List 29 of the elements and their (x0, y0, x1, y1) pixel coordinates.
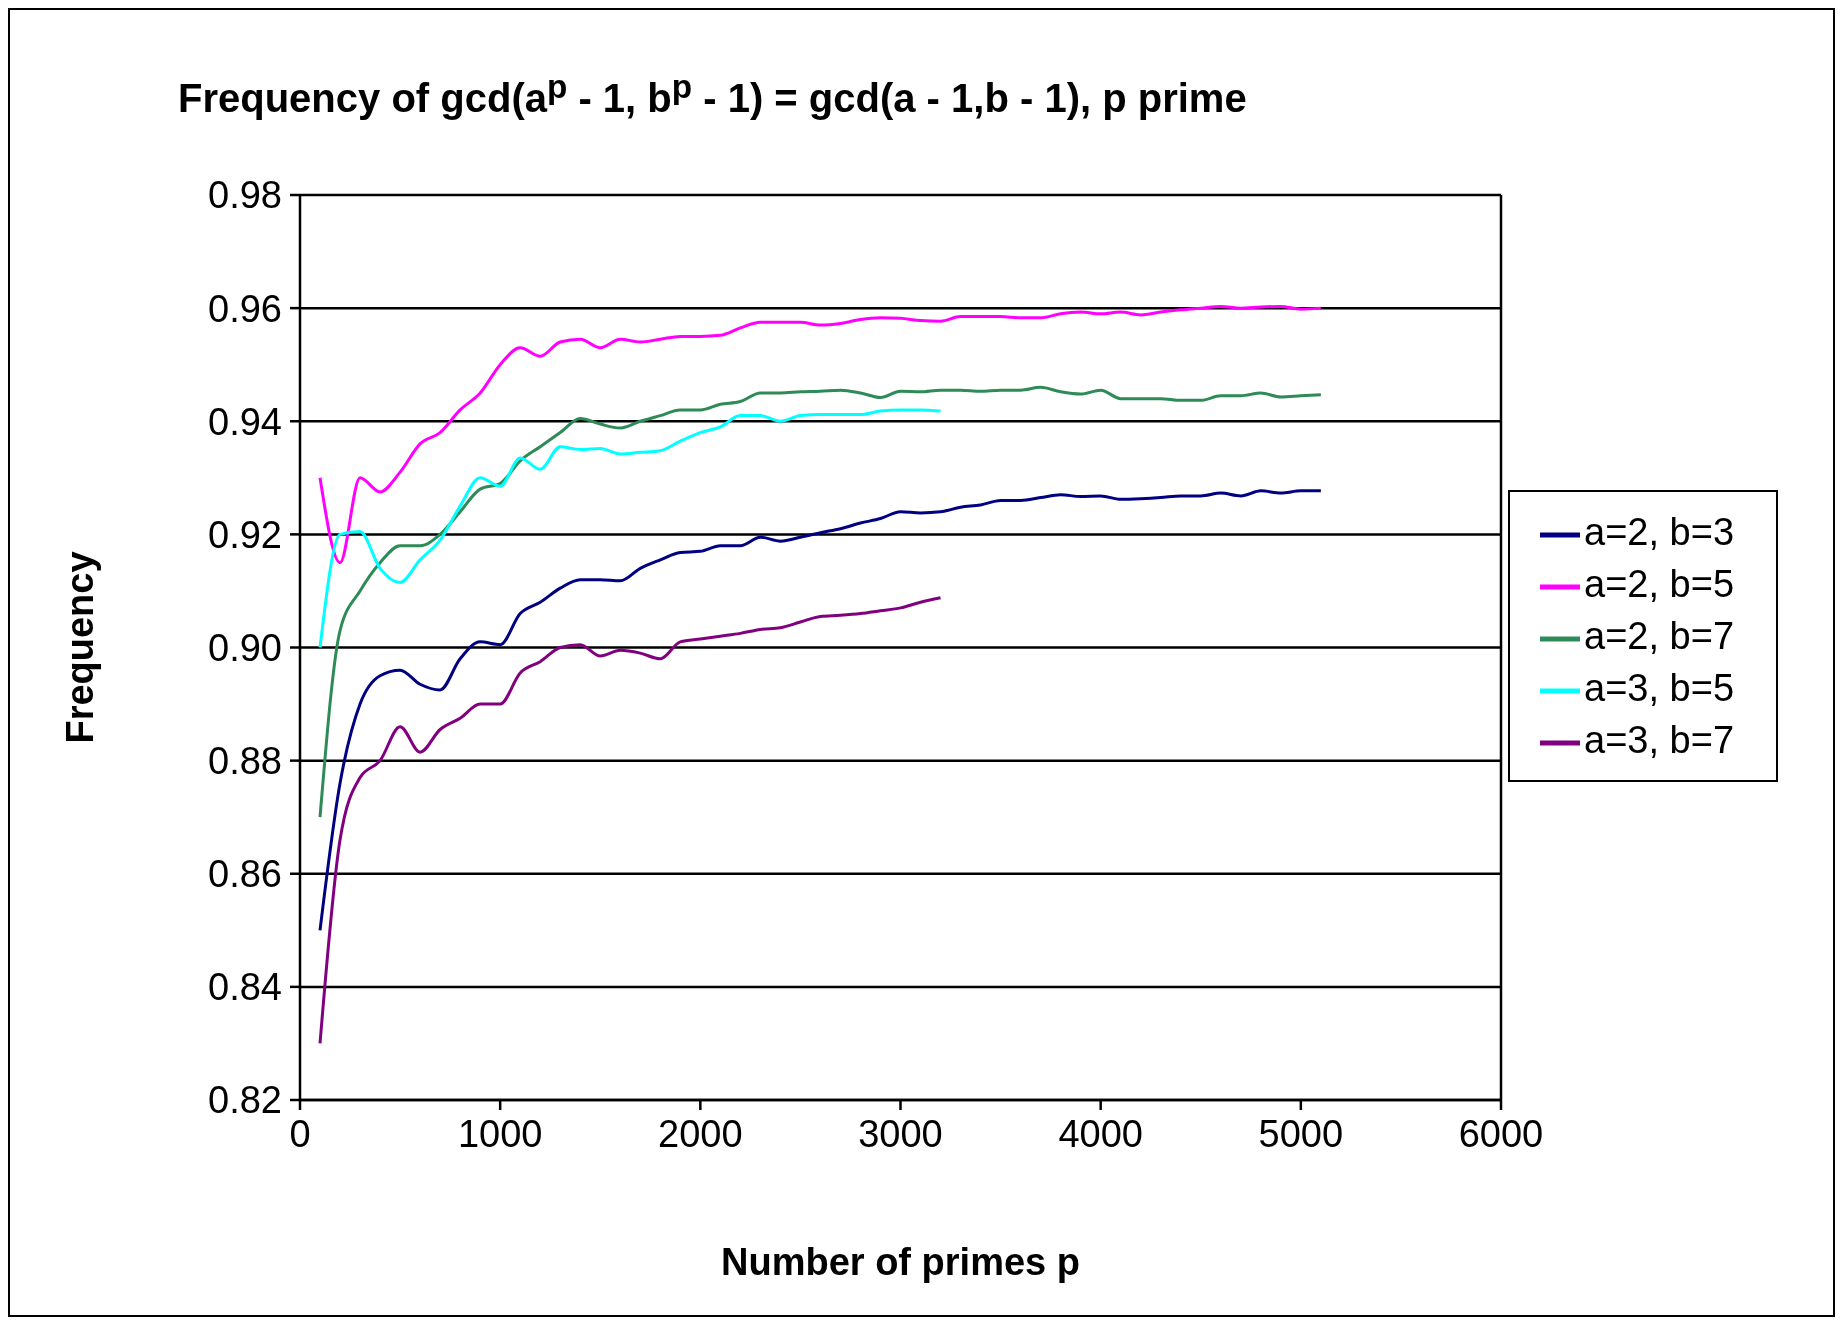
line-series (318, 385, 1323, 819)
legend-label: a=2, b=7 (1584, 615, 1735, 657)
y-tick-label: 0.94 (208, 400, 282, 443)
y-tick-label: 0.84 (208, 966, 282, 1009)
y-axis-title: Frequency (59, 551, 102, 744)
chart-title: Frequency of gcd(a$^{p}$ - 1, b$^{p}$ - 1) = gcd(a - 1,b - 1), p prime (178, 68, 1247, 122)
line-series (318, 408, 943, 649)
y-tick-label: 0.92 (208, 513, 282, 556)
x-axis-title: Number of primes p (721, 1241, 1080, 1283)
legend-label: a=2, b=5 (1584, 563, 1735, 605)
y-tick-label: 0.96 (208, 287, 282, 330)
y-tick-label: 0.98 (208, 174, 282, 217)
line-series (318, 596, 943, 1045)
x-tick-label: 4000 (1058, 1112, 1143, 1155)
x-tick-label: 0 (289, 1112, 311, 1155)
line-series (318, 489, 1323, 932)
legend-label: a=3, b=7 (1584, 719, 1735, 761)
x-tick-label: 3000 (858, 1112, 943, 1155)
legend-label: a=3, b=5 (1584, 667, 1735, 709)
y-tick-label: 0.82 (208, 1079, 282, 1122)
y-tick-label: 0.90 (208, 626, 282, 669)
x-tick-label: 6000 (1458, 1112, 1544, 1155)
x-tick-label: 2000 (658, 1112, 743, 1155)
x-tick-label: 5000 (1258, 1112, 1344, 1155)
x-tick-label: 1000 (457, 1112, 543, 1155)
y-tick-label: 0.86 (208, 853, 282, 896)
line-series (318, 304, 1323, 565)
y-tick-label: 0.88 (208, 740, 282, 783)
legend-label: a=2, b=3 (1584, 511, 1735, 553)
